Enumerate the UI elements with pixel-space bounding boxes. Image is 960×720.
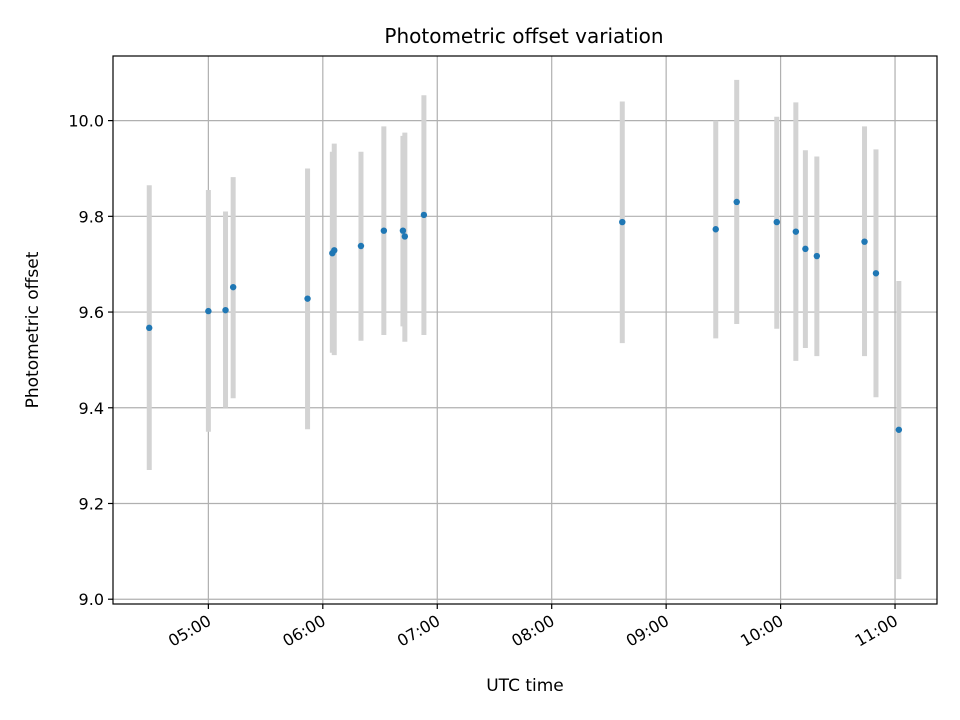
data-point [357,242,365,250]
x-tick-label: 05:00 [165,611,214,651]
chart-title: Photometric offset variation [384,24,663,48]
data-point [304,295,311,302]
data-point [861,238,868,245]
x-tick-label: 08:00 [508,611,557,651]
x-tick-label: 11:00 [852,611,901,651]
x-axis-ticks: 05:00 06:00 07:00 08:00 09:00 10:00 11:00 [165,604,901,651]
data-point [872,270,880,277]
data-point [802,245,809,253]
y-tick-label: 10.0 [68,112,104,131]
y-tick-label: 9.0 [79,590,104,609]
data-point [401,233,409,240]
data-point [420,211,428,219]
data-point [399,227,407,234]
x-axis-label: UTC time [486,676,564,696]
plot-frame [112,55,938,605]
data-point [619,218,626,226]
x-tick-label: 07:00 [394,611,443,651]
y-axis-ticks: 9.0 9.2 9.4 9.6 9.8 10.0 [68,112,113,609]
grid [113,56,937,604]
y-axis-label: Photometric offset [23,251,43,408]
x-tick-label: 10:00 [737,611,786,651]
x-tick-label: 06:00 [279,611,328,651]
y-tick-label: 9.4 [79,399,104,418]
data-point [146,324,153,332]
data-point [712,226,719,233]
data-point [895,426,903,433]
data-point [792,228,800,235]
y-tick-label: 9.8 [79,207,104,226]
data-point [813,252,821,260]
data-point [733,198,740,206]
x-tick-label: 09:00 [623,611,672,651]
y-tick-label: 9.2 [79,494,104,513]
data-point [380,227,388,234]
data-point [222,306,229,314]
y-tick-label: 9.6 [79,303,104,322]
data-point [331,247,338,254]
data-point [229,283,237,291]
data-points [146,198,903,433]
error-bars [146,79,902,580]
data-point [773,218,780,226]
data-point [205,307,212,315]
